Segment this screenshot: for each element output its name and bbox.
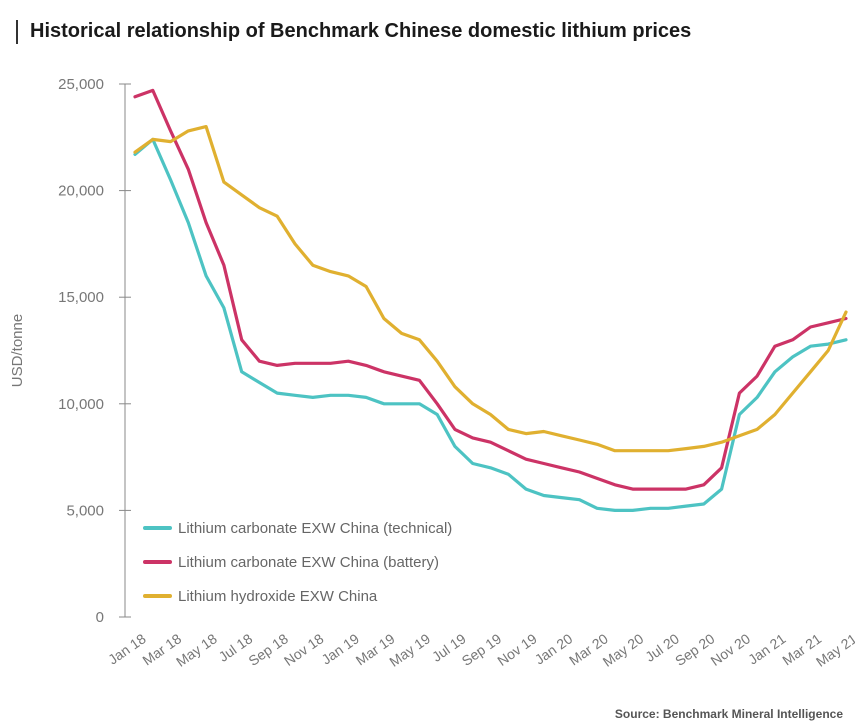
x-tick-label: Nov 18 <box>281 630 327 669</box>
x-tick-label: Sep 19 <box>459 630 505 669</box>
y-axis: 0 5,000 10,000 15,000 20,000 25,000 USD/tonne <box>9 76 131 626</box>
x-tick-label: Sep 18 <box>245 630 291 669</box>
y-tick-label: 0 <box>96 609 104 626</box>
series-line-1 <box>133 137 848 512</box>
x-tick-label: May 21 <box>813 630 855 670</box>
x-tick-label: Nov 20 <box>708 630 754 669</box>
y-tick-label: 15,000 <box>58 289 104 306</box>
y-tick-label: 25,000 <box>58 76 104 93</box>
legend: Lithium carbonate EXW China (technical) L… <box>143 520 452 605</box>
title-accent-rule <box>16 20 18 44</box>
series-line-3 <box>133 124 848 453</box>
x-tick-label: May 18 <box>173 630 220 670</box>
x-tick-label: Sep 20 <box>672 630 718 669</box>
x-tick-label: Jan 19 <box>318 630 362 667</box>
y-tick-label: 10,000 <box>58 396 104 413</box>
x-tick-label: Jan 18 <box>105 630 149 667</box>
chart-title: Historical relationship of Benchmark Chi… <box>30 20 692 42</box>
y-tick-label: 5,000 <box>66 502 104 519</box>
legend-label-2: Lithium carbonate EXW China (battery) <box>178 554 439 571</box>
x-tick-label: Nov 19 <box>494 630 540 669</box>
x-tick-label: Jan 21 <box>745 630 789 667</box>
x-tick-label: Jan 20 <box>532 630 576 667</box>
legend-label-3: Lithium hydroxide EXW China <box>178 588 378 605</box>
y-tick-label: 20,000 <box>58 183 104 200</box>
series-lines <box>133 88 848 512</box>
y-axis-label: USD/tonne <box>9 314 26 387</box>
x-tick-label: May 20 <box>600 630 647 670</box>
source-note: Source: Benchmark Mineral Intelligence <box>614 707 843 721</box>
series-line-2 <box>133 88 848 491</box>
legend-label-1: Lithium carbonate EXW China (technical) <box>178 520 452 537</box>
x-tick-label: May 19 <box>386 630 433 670</box>
